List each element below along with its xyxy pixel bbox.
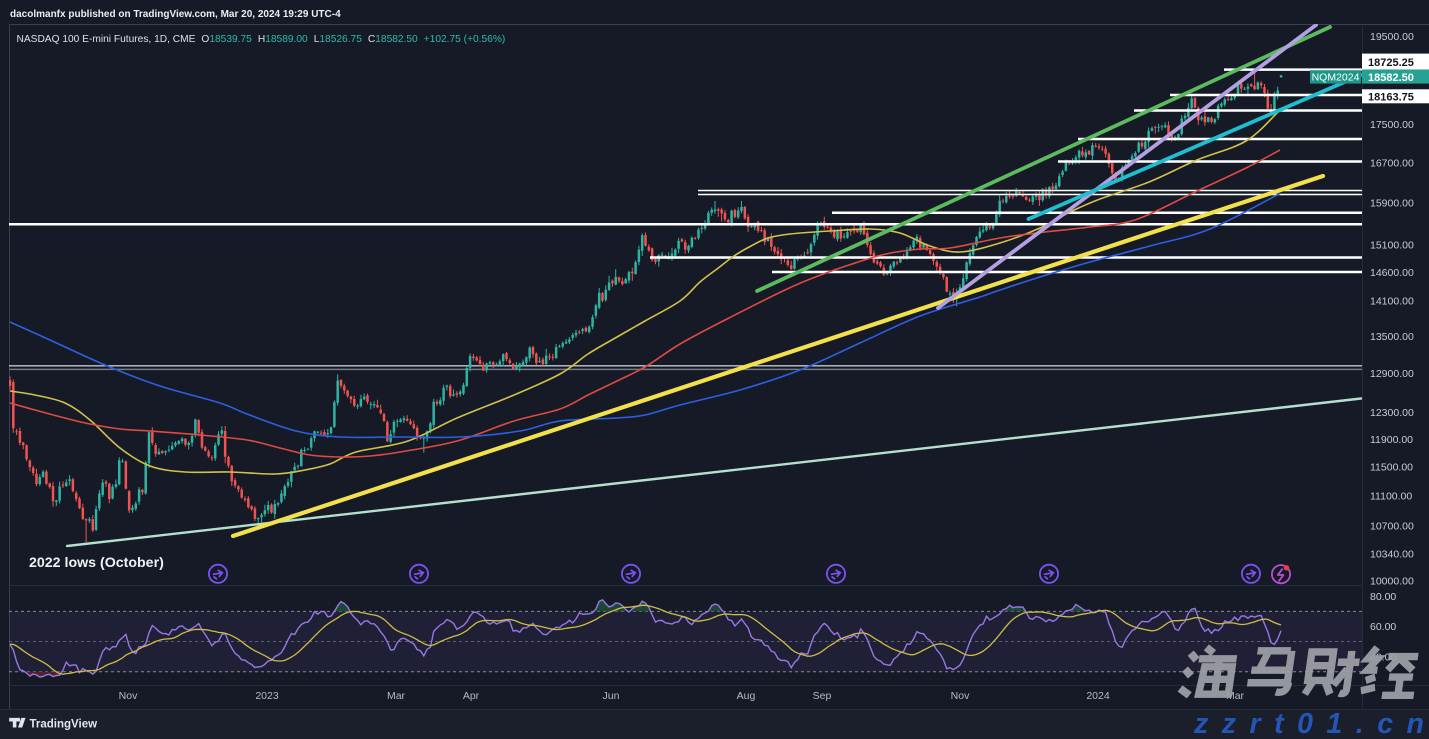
svg-text:Nov: Nov <box>119 690 138 702</box>
svg-text:11900.00: 11900.00 <box>1370 434 1413 446</box>
svg-text:2023: 2023 <box>255 690 279 702</box>
svg-text:18163.75: 18163.75 <box>1368 92 1414 104</box>
svg-text:15900.00: 15900.00 <box>1370 197 1414 209</box>
svg-text:16700.00: 16700.00 <box>1370 157 1414 169</box>
svg-text:17500.00: 17500.00 <box>1370 119 1414 131</box>
svg-text:NASDAQ 100 E-mini Futures, 1D,: NASDAQ 100 E-mini Futures, 1D, CME O18539… <box>17 34 506 45</box>
svg-text:Apr: Apr <box>463 690 480 702</box>
svg-text:14100.00: 14100.00 <box>1370 295 1414 307</box>
svg-text:12300.00: 12300.00 <box>1370 407 1414 419</box>
svg-text:11500.00: 11500.00 <box>1370 462 1413 474</box>
svg-text:13500.00: 13500.00 <box>1370 331 1414 343</box>
svg-text:80.00: 80.00 <box>1370 591 1396 603</box>
svg-text:Jun: Jun <box>603 690 620 702</box>
svg-text:10340.00: 10340.00 <box>1370 549 1414 561</box>
svg-text:NQM2024: NQM2024 <box>1312 71 1360 83</box>
svg-text:Sep: Sep <box>813 690 832 702</box>
svg-text:Aug: Aug <box>737 690 756 702</box>
svg-text:dacolmanfx published on Tradin: dacolmanfx published on TradingView.com,… <box>10 9 341 20</box>
svg-text:11100.00: 11100.00 <box>1370 491 1412 503</box>
svg-text:Nov: Nov <box>951 690 970 702</box>
svg-text:10000.00: 10000.00 <box>1370 576 1414 588</box>
svg-text:18725.25: 18725.25 <box>1368 57 1414 69</box>
svg-text:2024: 2024 <box>1086 690 1110 702</box>
svg-text:TradingView: TradingView <box>30 718 98 730</box>
svg-text:18582.50: 18582.50 <box>1368 72 1414 84</box>
svg-text:10700.00: 10700.00 <box>1370 521 1414 533</box>
svg-text:19500.00: 19500.00 <box>1370 31 1414 43</box>
svg-text:zzrt01.cn: zzrt01.cn <box>1193 708 1429 739</box>
svg-text:2022 lows (October): 2022 lows (October) <box>29 555 164 571</box>
svg-text:Mar: Mar <box>387 690 406 702</box>
svg-text:60.00: 60.00 <box>1370 621 1396 633</box>
svg-text:14600.00: 14600.00 <box>1370 267 1414 279</box>
svg-text:12900.00: 12900.00 <box>1370 368 1414 380</box>
svg-text:15100.00: 15100.00 <box>1370 240 1414 252</box>
